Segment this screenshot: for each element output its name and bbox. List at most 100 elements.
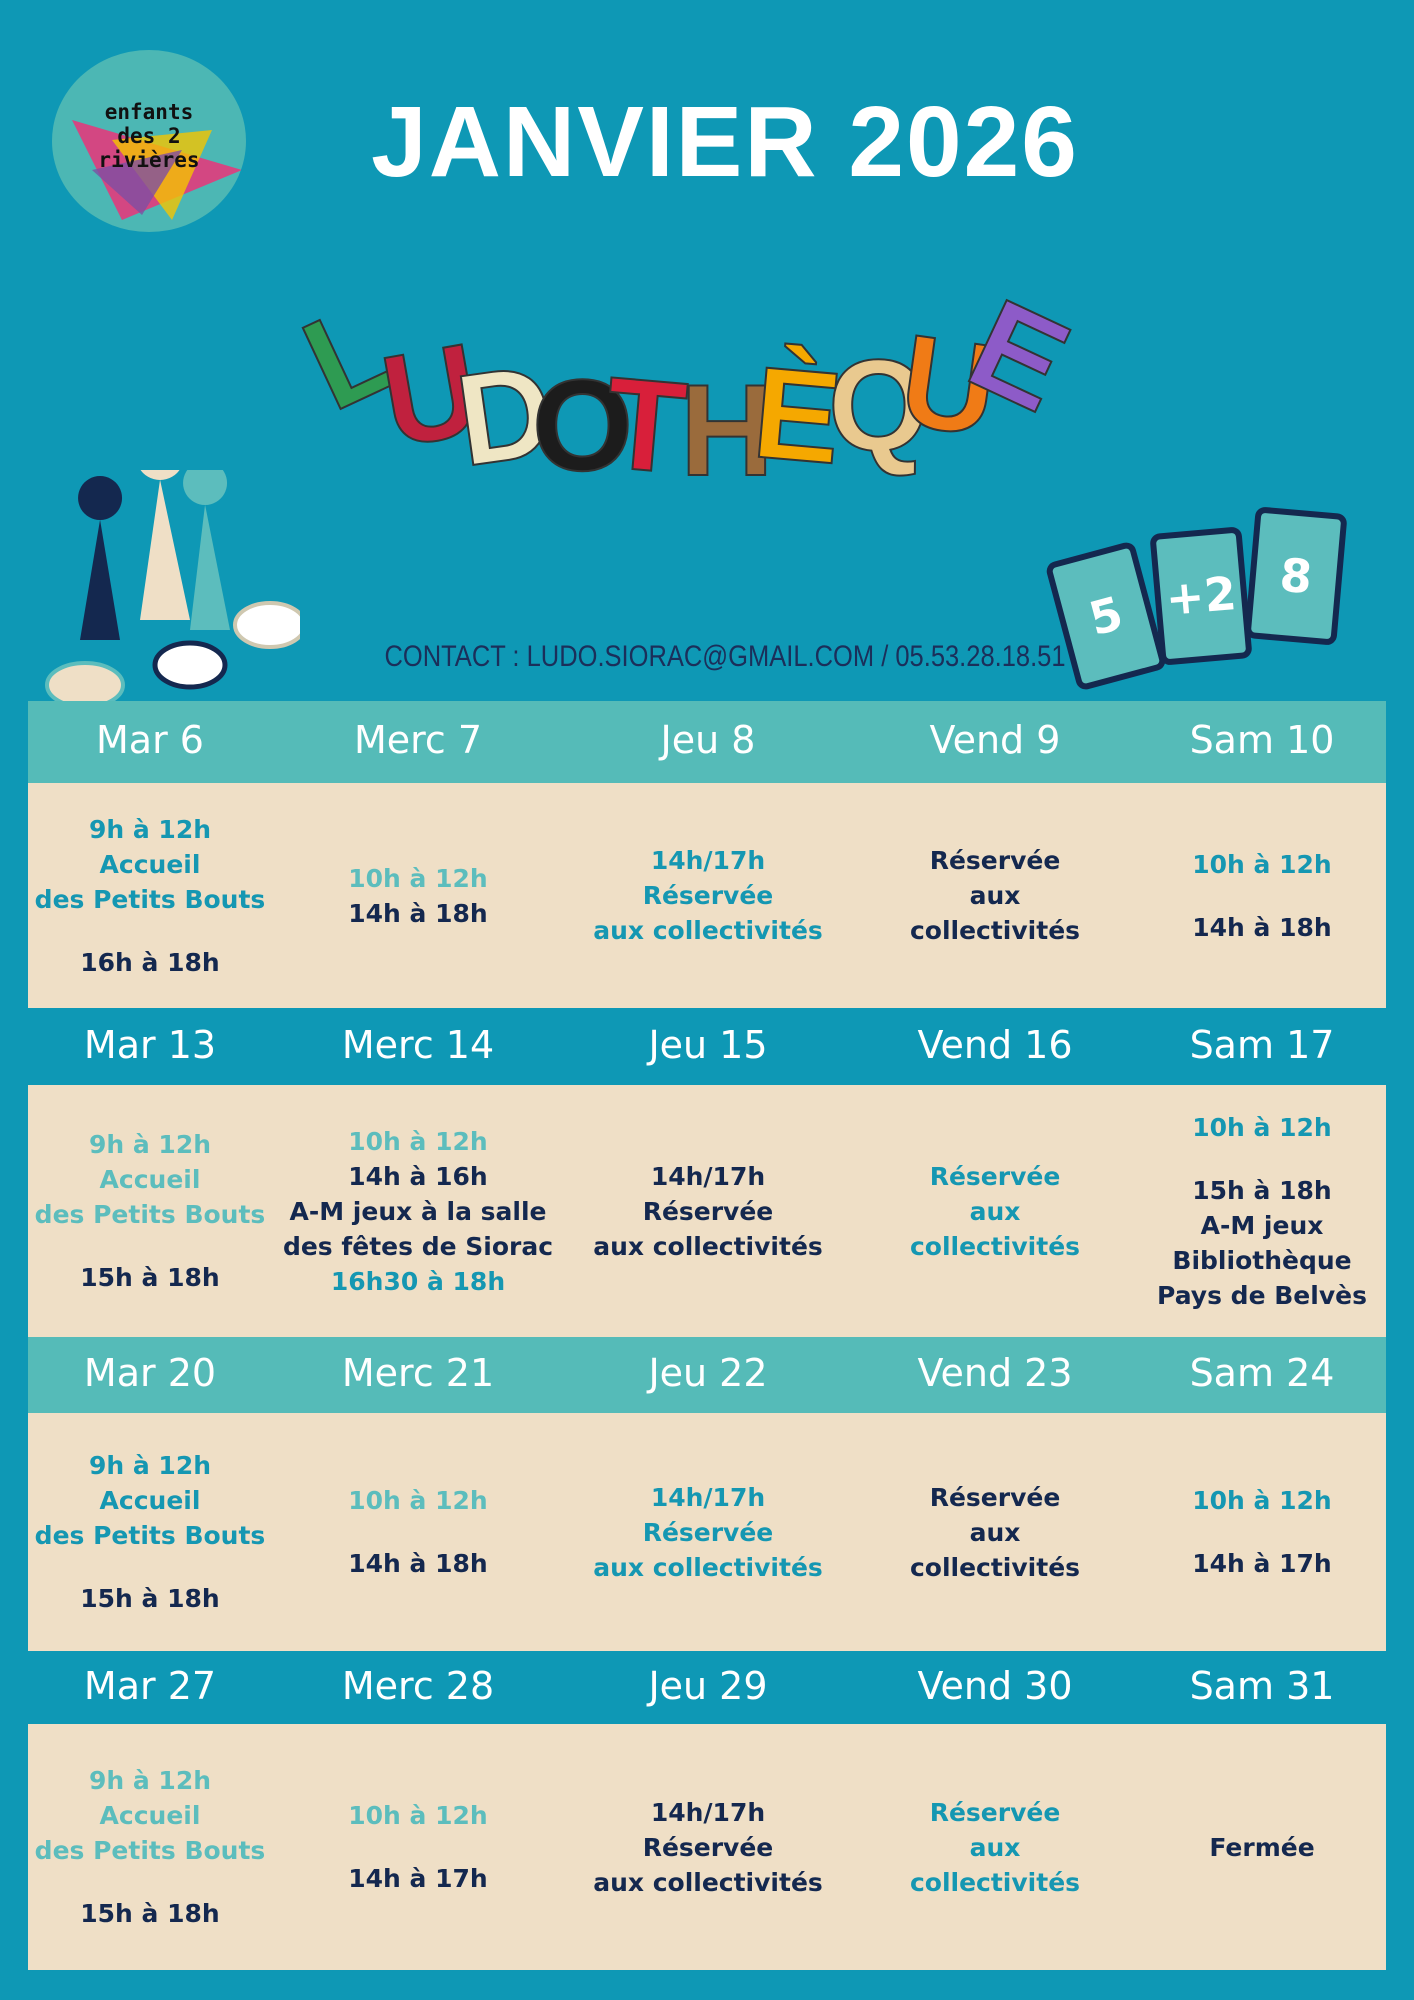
day-cell: 10h à 12h 14h à 18h: [282, 1413, 554, 1651]
time-block: 10h à 12h: [1192, 1483, 1331, 1518]
schedule-line: 14h à 17h: [1192, 1549, 1332, 1578]
day-label: Jeu 22: [648, 1351, 768, 1395]
time-block: 15h à 18h: [80, 1896, 219, 1931]
day-cell: 9h à 12h Accueil des Petits Bouts 15h à 18h: [14, 1085, 286, 1337]
time-block: 14h à 18h: [348, 1546, 487, 1581]
schedule-line: Réservée: [642, 1517, 774, 1547]
day-label: Sam 17: [1189, 1022, 1335, 1067]
schedule-line: 14h/17h: [650, 1482, 766, 1512]
schedule-line: 10h à 12h: [348, 863, 488, 893]
logo-line: rivières: [98, 148, 200, 172]
time-block: Réservée aux collectivités: [910, 1159, 1080, 1264]
schedule-line: des Petits Bouts: [34, 884, 266, 914]
schedule-line: 9h à 12h: [88, 814, 212, 844]
schedule-line: 15h à 18h: [80, 1899, 220, 1928]
time-block: 9h à 12h Accueil des Petits Bouts: [35, 1127, 266, 1232]
schedule-line: 10h à 12h: [1192, 1112, 1332, 1142]
schedule-line: 16h à 18h: [80, 947, 220, 977]
schedule-line: 9h à 12h: [88, 1766, 212, 1795]
logo: enfants des 2 rivières: [52, 50, 246, 232]
week-header: Mar 13 Merc 14 Jeu 15 Vend 16 Sam 17: [28, 1008, 1386, 1085]
word-letter: O: [531, 351, 634, 499]
schedule-line: des Petits Bouts: [34, 1200, 266, 1229]
week-header: Mar 27 Merc 28 Jeu 29 Vend 30 Sam 31: [28, 1651, 1386, 1724]
time-block: 15h à 18h: [80, 1581, 219, 1616]
schedule-line: 14h à 17h: [348, 1864, 488, 1893]
schedule-line: Réservée: [929, 846, 1061, 875]
time-block: 10h à 12h 14h à 16h A-M jeux à la salle des…: [283, 1124, 553, 1299]
schedule-line: des Petits Bouts: [34, 1521, 266, 1550]
title: JANVIER 2026: [371, 86, 1079, 198]
schedule-line: aux: [969, 1517, 1021, 1547]
logo-line: des 2: [117, 124, 181, 148]
schedule-line: 10h à 12h: [348, 1486, 488, 1515]
game-card: +2: [1149, 526, 1253, 666]
schedule-line: Réservée: [642, 1832, 774, 1862]
day-label: Vend 16: [917, 1022, 1073, 1067]
cards: 5 +2 8: [1044, 480, 1414, 710]
schedule-line: 10h à 12h: [348, 1801, 488, 1830]
day-cell: 10h à 12h 15h à 18h A-M jeux Bibliothèque Pa…: [1126, 1085, 1398, 1337]
schedule-line: Accueil: [99, 849, 201, 879]
day-label: Jeu 29: [648, 1663, 768, 1708]
day-label: Vend 23: [917, 1351, 1073, 1395]
time-block: 10h à 12h: [1192, 847, 1331, 882]
time-block: 10h à 12h: [1192, 1110, 1331, 1145]
day-label: Mar 13: [83, 1022, 217, 1067]
schedule-line: Accueil: [99, 1801, 201, 1830]
schedule-line: 10h à 12h: [1192, 1486, 1332, 1515]
day-label: Mar 6: [96, 718, 204, 762]
schedule-line: 14h/17h: [650, 1161, 766, 1191]
time-block: 15h à 18h A-M jeux Bibliothèque Pays de Bel…: [1157, 1173, 1367, 1313]
time-block: Réservée aux collectivités: [910, 1480, 1080, 1585]
schedule-line: A-M jeux: [1200, 1210, 1324, 1240]
day-cell: Fermée: [1126, 1724, 1398, 1970]
day-label: Jeu 15: [648, 1022, 768, 1067]
time-block: 14h à 17h: [348, 1861, 487, 1896]
time-block: 14h/17h Réservée aux collectivités: [593, 1480, 823, 1585]
day-label: Vend 30: [917, 1663, 1073, 1708]
schedule-line: 10h à 12h: [348, 1126, 488, 1156]
schedule-line: 14h à 18h: [348, 898, 488, 928]
schedule-line: Bibliothèque: [1172, 1245, 1352, 1275]
day-label: Merc 28: [341, 1663, 495, 1708]
day-cell: 10h à 12h 14h à 17h: [1126, 1413, 1398, 1651]
schedule-line: Réservée: [642, 1196, 774, 1226]
day-cell: 14h/17h Réservée aux collectivités: [572, 783, 844, 1008]
time-block: Fermée: [1209, 1830, 1314, 1865]
time-block: 10h à 12h: [348, 1798, 487, 1833]
logo-line: enfants: [104, 100, 194, 124]
schedule-line: 14h à 18h: [348, 1549, 488, 1578]
day-cell: 14h/17h Réservée aux collectivités: [572, 1724, 844, 1970]
time-block: 14h/17h Réservée aux collectivités: [593, 1159, 823, 1264]
logo-text: enfants des 2 rivières: [52, 100, 246, 172]
day-label: Sam 24: [1189, 1351, 1335, 1395]
contact: CONTACT : LUDO.SIORAC@GMAIL.COM / 05.53.…: [384, 640, 1066, 673]
day-label: Merc 21: [341, 1351, 495, 1395]
schedule-line: 14h à 16h: [348, 1161, 488, 1191]
day-cell: 14h/17h Réservée aux collectivités: [572, 1085, 844, 1337]
day-label: Merc 14: [341, 1022, 495, 1067]
schedule-line: Accueil: [99, 1165, 201, 1194]
schedule-line: aux: [969, 1832, 1021, 1862]
schedule-line: collectivités: [909, 1231, 1081, 1261]
schedule-line: Fermée: [1209, 1832, 1315, 1862]
week-body: 9h à 12h Accueil des Petits Bouts 16h à 18h…: [28, 783, 1386, 1008]
day-cell: 10h à 12h 14h à 17h: [282, 1724, 554, 1970]
schedule-line: aux: [969, 881, 1021, 910]
day-cell: 9h à 12h Accueil des Petits Bouts 15h à 18h: [14, 1724, 286, 1970]
schedule-line: Pays de Belvès: [1157, 1280, 1367, 1310]
day-cell: Réservée aux collectivités: [859, 1724, 1131, 1970]
schedule-line: aux collectivités: [593, 1867, 823, 1897]
time-block: 10h à 12h 14h à 18h: [348, 861, 487, 931]
schedule-line: 15h à 18h: [80, 1263, 220, 1292]
schedule-line: Accueil: [99, 1486, 201, 1515]
schedule-line: Réservée: [929, 1482, 1061, 1512]
time-block: 15h à 18h: [80, 1260, 219, 1295]
day-cell: 9h à 12h Accueil des Petits Bouts 15h à 18h: [14, 1413, 286, 1651]
schedule-line: Réservée: [929, 1797, 1061, 1827]
time-block: 16h à 18h: [80, 945, 219, 980]
day-cell: 10h à 12h 14h à 18h: [282, 783, 554, 1008]
day-cell: 14h/17h Réservée aux collectivités: [572, 1413, 844, 1651]
